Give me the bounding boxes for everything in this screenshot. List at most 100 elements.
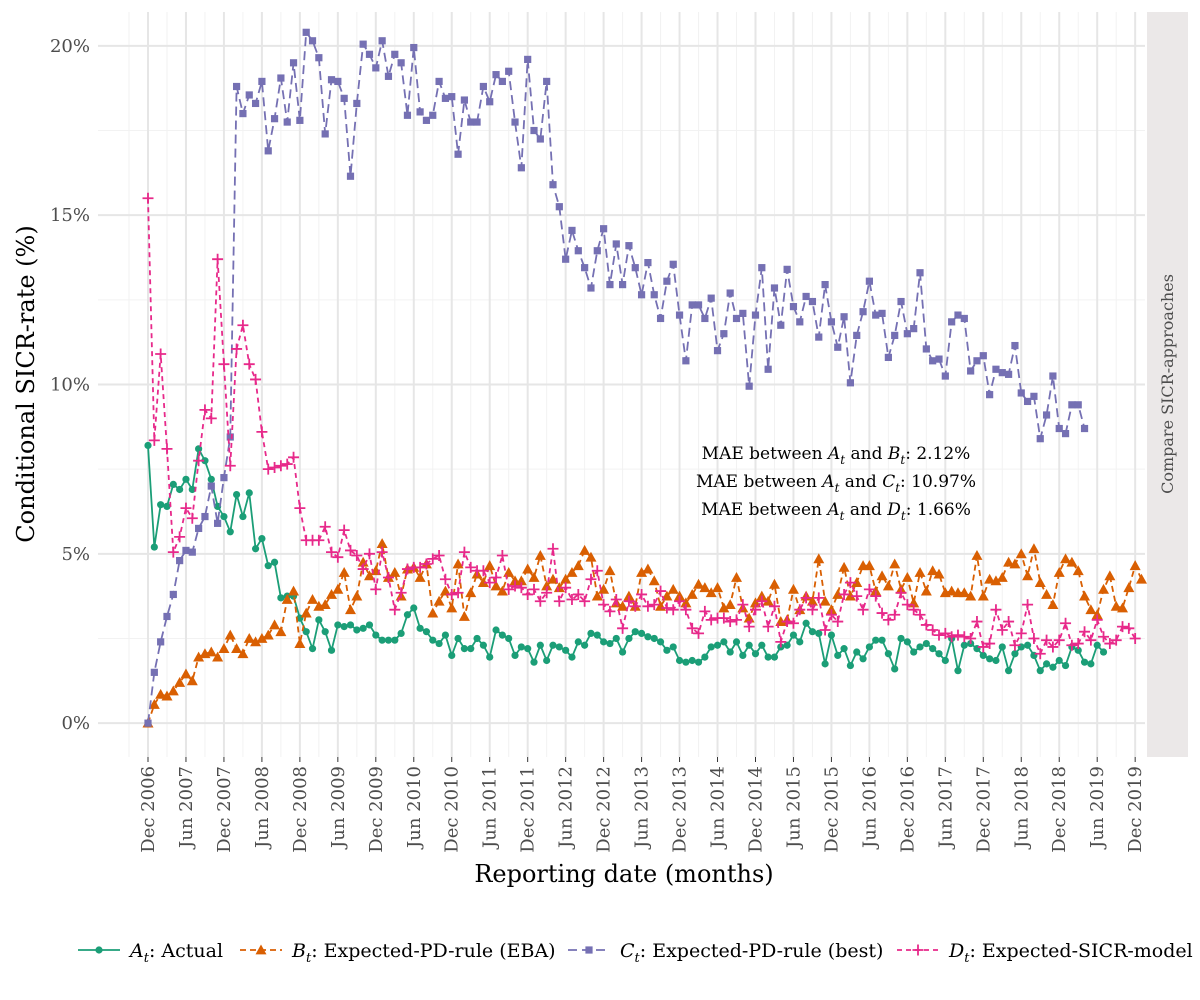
data-point [825, 604, 837, 615]
data-point [167, 546, 179, 558]
y-tick-label: 15% [50, 205, 90, 226]
data-point [815, 333, 823, 341]
data-point [376, 546, 388, 558]
data-point [144, 719, 152, 727]
legend-key-marker [255, 944, 267, 955]
data-point [549, 641, 557, 649]
legend-label: Dt: Expected-SICR-model [948, 940, 1193, 966]
data-point [998, 643, 1006, 651]
x-tick-label: Jun 2012 [556, 766, 577, 850]
data-point [201, 512, 209, 521]
data-point [713, 347, 722, 355]
legend-label: Ct: Expected-PD-rule (best) [620, 940, 883, 966]
data-point [359, 40, 367, 48]
data-point [958, 631, 970, 643]
data-point [796, 638, 804, 646]
data-point [327, 646, 336, 654]
x-tick-label: Dec 2007 [214, 766, 235, 853]
data-point [1005, 370, 1013, 378]
data-point [220, 512, 228, 521]
data-point [536, 641, 544, 649]
data-point [876, 570, 888, 581]
data-point [929, 645, 937, 653]
data-point [941, 656, 949, 665]
data-point [1068, 401, 1076, 409]
data-point [1055, 424, 1063, 433]
data-point [669, 260, 677, 268]
data-point [581, 641, 589, 649]
data-point [193, 651, 205, 662]
data-point [1023, 397, 1032, 406]
data-point [180, 668, 192, 679]
data-point [174, 531, 186, 543]
data-point [1022, 570, 1034, 581]
data-point [669, 643, 677, 651]
data-point [876, 607, 888, 619]
data-point [264, 147, 272, 155]
data-point [351, 550, 363, 562]
data-point [973, 357, 981, 365]
data-point [281, 458, 293, 470]
data-point [391, 50, 399, 58]
x-axis: Dec 2006 Jun 2007 Dec 2007 Jun 2008 Dec 2008… [138, 757, 1146, 853]
data-point [699, 605, 711, 617]
data-point [682, 357, 690, 365]
data-point [384, 72, 393, 80]
data-point [1072, 638, 1084, 650]
data-point [990, 575, 1002, 586]
data-point [397, 59, 405, 67]
x-tick-label: Dec 2018 [1049, 766, 1070, 853]
data-point [891, 665, 899, 673]
data-point [825, 609, 837, 621]
data-point [1104, 638, 1116, 650]
data-point [789, 631, 798, 639]
data-point [882, 580, 894, 591]
data-point [916, 643, 924, 651]
data-point [509, 580, 521, 592]
data-point [768, 578, 780, 589]
data-point [1066, 556, 1078, 567]
data-point [960, 314, 968, 323]
data-point [1061, 661, 1070, 670]
x-tick-label: Jun 2014 [708, 766, 729, 850]
data-point [422, 628, 431, 636]
data-point [859, 308, 867, 316]
data-point [832, 616, 844, 628]
data-point [971, 550, 983, 560]
data-point [927, 565, 939, 576]
data-point [338, 524, 350, 536]
data-point [933, 629, 945, 641]
data-point [294, 502, 306, 514]
data-point [813, 553, 825, 564]
data-point [895, 587, 907, 599]
data-point [382, 572, 394, 584]
y-tick-label: 5% [61, 544, 90, 565]
data-point [979, 651, 987, 660]
data-point [250, 373, 262, 385]
data-point [1079, 590, 1091, 601]
data-point [239, 109, 247, 118]
data-point [732, 638, 741, 646]
data-point [439, 573, 451, 585]
data-point [954, 667, 962, 675]
data-point [319, 599, 331, 610]
data-point [365, 50, 374, 58]
data-point [332, 583, 344, 594]
data-point [270, 115, 279, 123]
data-point [724, 616, 736, 628]
data-point [815, 629, 823, 637]
data-point [764, 653, 772, 661]
data-point [401, 563, 413, 575]
data-point [903, 638, 911, 646]
data-point [922, 639, 930, 648]
data-point [846, 379, 855, 387]
data-point [492, 71, 500, 79]
data-point [1023, 641, 1032, 649]
data-point [796, 318, 804, 326]
data-point [675, 656, 684, 665]
mae-annotation: MAE between At and Dt: 1.66% [701, 500, 971, 523]
x-axis-title: Reporting date (months) [474, 860, 773, 888]
data-point [524, 55, 532, 64]
data-point [612, 634, 620, 643]
legend-key-marker [585, 946, 593, 954]
